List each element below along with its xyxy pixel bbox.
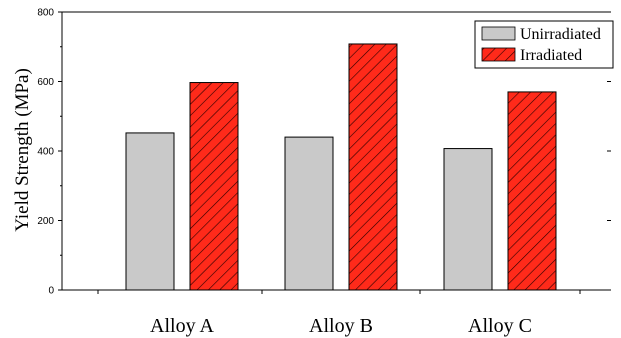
legend-swatch-irradiated (481, 47, 516, 62)
bar-irradiated-2 (348, 43, 398, 291)
y-axis-label: Yield Strength (MPa) (12, 68, 33, 232)
legend: Unirradiated Irradiated (474, 20, 614, 69)
y-tick-label: 400 (37, 147, 54, 158)
bar-unirradiated-2 (284, 136, 334, 291)
y-tick-label: 0 (48, 286, 54, 297)
y-tick-labels: 0 200 400 600 800 (37, 8, 54, 297)
bar-irradiated-3 (507, 91, 557, 291)
category-label: Alloy A (150, 315, 214, 337)
bar-irradiated-1 (189, 82, 239, 291)
category-label: Alloy C (468, 315, 532, 337)
legend-label-irradiated: Irradiated (520, 47, 582, 64)
y-tick-label: 800 (37, 8, 54, 19)
category-labels: Alloy A Alloy B Alloy C (150, 315, 532, 337)
legend-swatch-unirradiated (481, 26, 516, 41)
legend-label-unirradiated: Unirradiated (520, 26, 601, 43)
bars (125, 43, 557, 291)
bar-unirradiated-1 (125, 132, 175, 291)
y-tick-label: 600 (37, 77, 54, 88)
bar-unirradiated-3 (443, 148, 493, 291)
category-label: Alloy B (309, 315, 373, 337)
y-tick-label: 200 (37, 216, 54, 227)
